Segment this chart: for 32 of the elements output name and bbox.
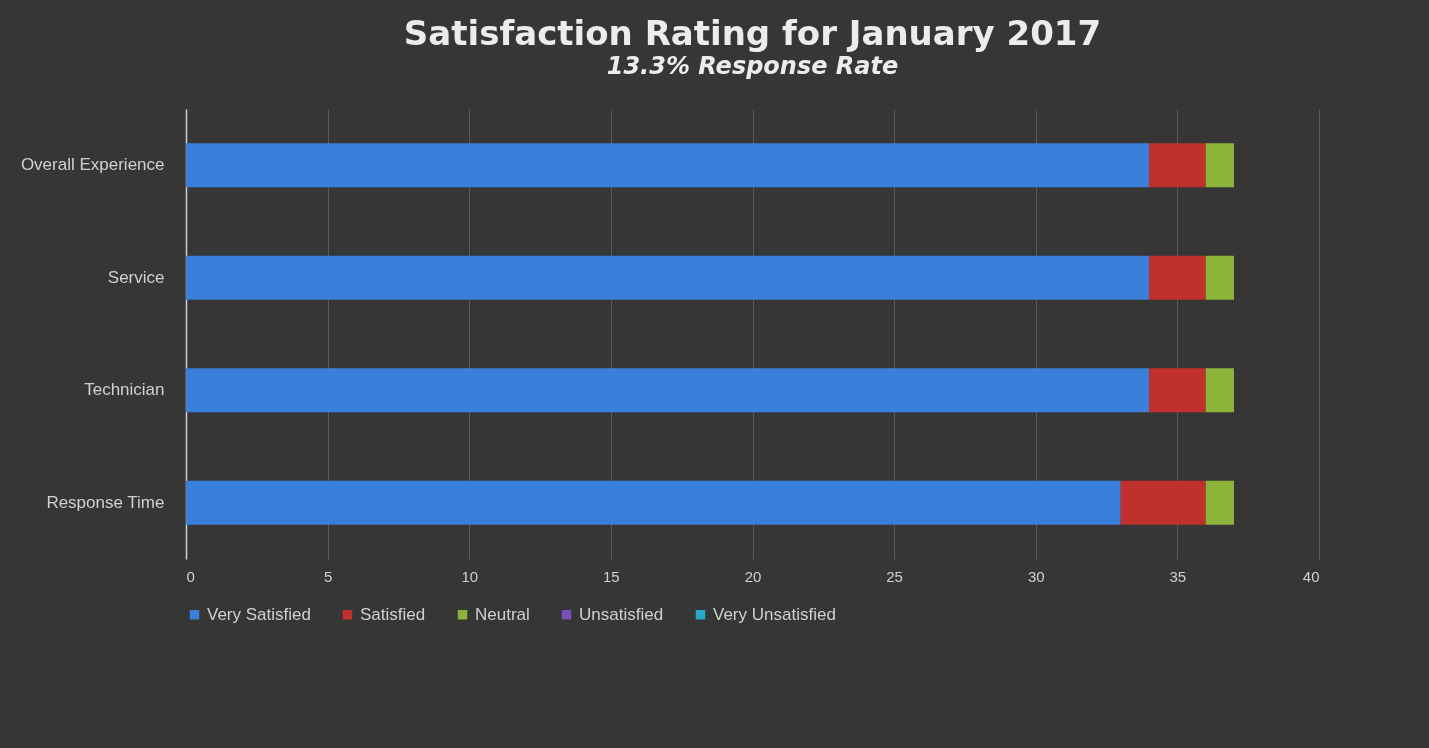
x-tick-label: 35 [1169,567,1187,585]
bar [1205,143,1235,188]
x-tick-label: 30 [1027,567,1045,585]
y-tick-label: Response Time [46,492,165,512]
x-tick-label: 40 [1302,567,1320,585]
bar [1149,255,1206,300]
y-tick-label: Technician [84,380,165,400]
legend-label: Satisfied [360,604,426,624]
legend-label: Very Satisfied [207,604,311,624]
chart-title: Satisfaction Rating for January 2017 [403,13,1102,53]
bar [1205,255,1235,300]
x-tick-label: 5 [323,567,333,585]
bar [1205,368,1235,413]
y-tick-label: Service [107,267,165,287]
x-tick-label: 25 [886,567,903,585]
legend-label: Unsatisfied [579,604,664,624]
bar [186,368,1150,413]
legend-label: Neutral [475,604,530,624]
x-tick-label: 20 [744,567,762,585]
legend-label: Very Unsatisfied [713,604,836,624]
bar [186,480,1121,525]
x-tick-label: 10 [461,567,479,585]
chart-subtitle: 13.3% Response Rate [606,52,899,80]
bar [1120,480,1206,525]
bar [186,255,1150,300]
bar [1149,368,1206,413]
x-tick-label: 0 [186,567,195,585]
y-tick-label: Overall Experience [20,155,165,175]
x-tick-label: 15 [603,567,620,585]
bar [1149,143,1206,188]
bar [1205,480,1235,525]
bar [186,143,1150,188]
